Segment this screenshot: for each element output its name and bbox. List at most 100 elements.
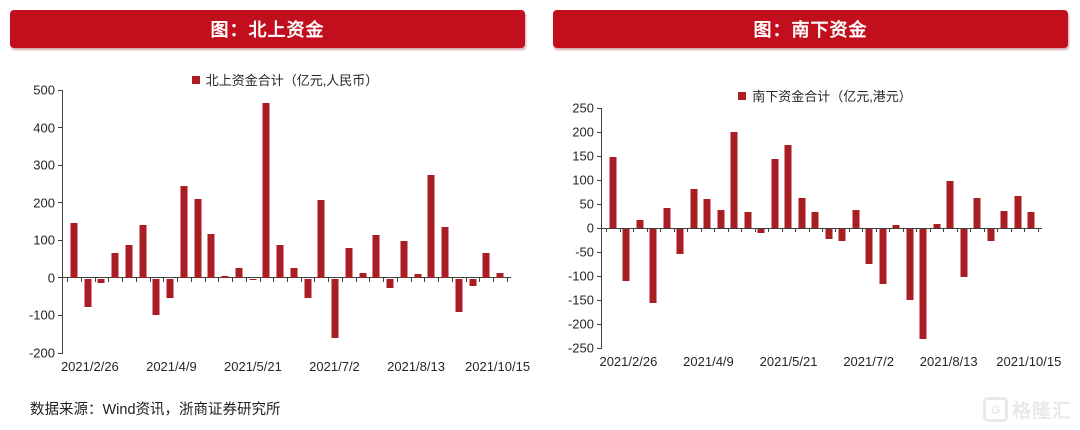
x-axis-tick xyxy=(754,228,756,232)
data-bar xyxy=(166,278,174,298)
y-axis-tick-label: 0 xyxy=(47,270,55,286)
data-bar xyxy=(717,210,725,228)
x-axis-date-label: 2021/2/26 xyxy=(60,359,119,374)
x-axis-tick xyxy=(122,277,124,282)
data-bar xyxy=(973,198,981,228)
data-bar xyxy=(427,174,435,278)
y-axis-tick xyxy=(58,202,63,204)
data-bar xyxy=(290,268,298,278)
y-axis-tick xyxy=(58,277,63,279)
data-bar xyxy=(317,200,325,278)
x-axis-tick xyxy=(848,228,850,232)
x-axis-tick xyxy=(795,228,797,232)
x-axis-tick xyxy=(889,228,891,232)
data-bar xyxy=(262,103,270,278)
chart-southbound-capital: 图：南下资金 南下资金合计（亿元,港元） 2021/2/26 2021/4/9 20… xyxy=(540,0,1080,385)
data-bar xyxy=(359,272,367,278)
chart-northbound-capital: 图：北上资金 北上资金合计（亿元,人民币） 2021/2/26 2021/4/9 2… xyxy=(0,0,540,385)
x-axis-tick xyxy=(916,228,918,232)
y-axis-tick-label: 50 xyxy=(579,196,594,212)
data-bar xyxy=(811,212,819,228)
y-axis-tick xyxy=(58,164,63,166)
y-axis-tick-label: -100 xyxy=(567,268,594,284)
x-axis-tick xyxy=(1024,228,1026,232)
y-axis-tick-label: -200 xyxy=(567,316,594,332)
data-bar xyxy=(771,159,779,228)
y-axis-tick xyxy=(597,107,602,109)
data-bar xyxy=(139,225,147,278)
x-axis-tick xyxy=(396,277,398,282)
x-axis-tick xyxy=(808,228,810,232)
data-bar xyxy=(221,275,229,278)
data-bar xyxy=(482,253,490,278)
data-bar xyxy=(386,278,394,289)
data-bar xyxy=(744,212,752,228)
y-axis-tick xyxy=(597,179,602,181)
data-bar xyxy=(1000,211,1008,228)
source-note: 数据来源：Wind资讯，浙商证券研究所 xyxy=(30,402,281,418)
data-bar xyxy=(906,229,914,300)
data-bar xyxy=(207,233,215,278)
legend-marker-icon xyxy=(191,75,200,84)
x-axis-date-label: 2021/8/13 xyxy=(919,354,978,369)
data-bar xyxy=(865,229,873,265)
y-axis-tick-label: -150 xyxy=(567,292,594,308)
data-bar xyxy=(152,278,160,316)
data-bar xyxy=(730,131,738,228)
x-axis-tick xyxy=(300,277,302,282)
y-axis-tick-label: 100 xyxy=(33,232,55,248)
data-bar xyxy=(703,199,711,228)
y-axis-tick xyxy=(597,131,602,133)
y-axis-tick-label: 100 xyxy=(572,172,594,188)
y-axis-tick xyxy=(58,239,63,241)
x-axis-date-label: 2021/4/9 xyxy=(146,359,197,374)
data-bar xyxy=(825,229,833,240)
y-axis-tick xyxy=(597,155,602,157)
x-axis-labels: 2021/2/26 2021/4/9 2021/5/21 2021/7/2 2021/8… xyxy=(60,353,530,375)
x-axis-tick xyxy=(673,228,675,232)
y-axis-tick xyxy=(58,89,63,91)
x-axis-tick xyxy=(768,228,770,232)
x-axis-tick xyxy=(314,277,316,282)
x-axis-date-label: 2021/8/13 xyxy=(387,359,445,374)
x-axis-date-label: 2021/5/21 xyxy=(224,359,282,374)
x-axis-tick xyxy=(493,277,495,282)
data-bar xyxy=(249,278,257,280)
data-bar xyxy=(636,219,644,228)
y-axis-tick xyxy=(597,299,602,301)
y-axis-tick xyxy=(597,275,602,277)
y-axis-tick-label: -100 xyxy=(28,307,55,323)
x-axis-tick xyxy=(424,277,426,282)
x-axis-tick xyxy=(835,228,837,232)
x-axis-tick xyxy=(862,228,864,232)
data-bar xyxy=(838,229,846,241)
data-bar xyxy=(919,229,927,340)
y-axis-tick-label: 200 xyxy=(33,195,55,211)
x-axis-tick xyxy=(218,277,220,282)
x-axis-tick xyxy=(245,277,247,282)
x-axis-tick xyxy=(479,277,481,282)
x-axis-tick xyxy=(383,277,385,282)
data-bar xyxy=(331,278,339,339)
x-axis-tick xyxy=(369,277,371,282)
data-bar xyxy=(784,145,792,228)
data-bar xyxy=(125,244,133,278)
y-axis-tick-label: 400 xyxy=(33,120,55,136)
data-bar xyxy=(194,198,202,278)
x-axis-tick xyxy=(1037,228,1039,232)
legend-label: 北上资金合计（亿元,人民币） xyxy=(205,73,379,88)
x-axis-tick xyxy=(997,228,999,232)
x-axis-tick xyxy=(328,277,330,282)
data-bar xyxy=(1014,196,1022,228)
data-bar xyxy=(798,197,806,228)
y-axis-tick xyxy=(597,323,602,325)
gelonghui-logo: G 格隆汇 xyxy=(982,396,1072,423)
x-axis-tick xyxy=(204,277,206,282)
data-bar xyxy=(304,278,312,298)
y-axis-tick-label: -50 xyxy=(575,244,594,260)
x-axis-tick xyxy=(149,277,151,282)
chart-title-banner: 图：南下资金 xyxy=(553,10,1068,48)
data-bar xyxy=(441,226,449,278)
x-axis-date-label: 2021/10/15 xyxy=(465,359,531,374)
